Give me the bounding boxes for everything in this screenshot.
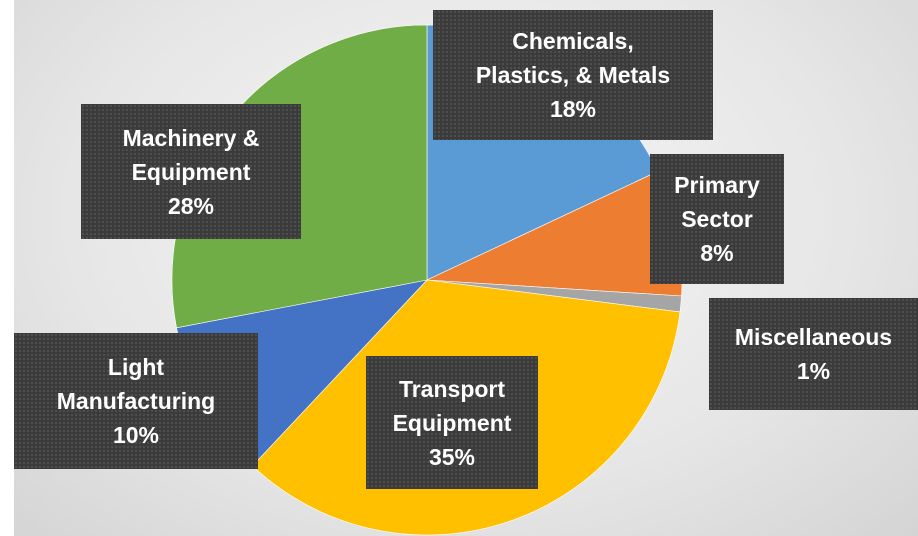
label-chemicals-pct: 18% [549, 96, 597, 122]
label-misc: Miscellaneous 1% [709, 298, 918, 410]
label-machinery-pct: 28% [167, 192, 215, 219]
label-machinery: Machinery & Equipment 28% [81, 104, 301, 239]
label-transport-line-2: Equipment [392, 409, 512, 436]
label-light-line-1: Light [107, 354, 165, 380]
label-machinery-line-2: Equipment [131, 158, 251, 185]
label-machinery-line-1: Machinery & [122, 124, 260, 151]
label-primary: Primary Sector 8% [650, 154, 784, 284]
label-light-pct: 10% [112, 422, 160, 448]
label-primary-line-2: Sector [681, 206, 753, 232]
label-chemicals-line-1: Chemicals, [512, 28, 634, 54]
label-light: Light Manufacturing 10% [14, 333, 258, 469]
label-chemicals-line-2: Plastics, & Metals [475, 62, 671, 88]
label-transport-line-1: Transport [398, 375, 506, 402]
label-transport-pct: 35% [428, 443, 476, 470]
label-misc-pct: 1% [796, 358, 831, 384]
label-light-line-2: Manufacturing [56, 388, 216, 414]
label-misc-line-1: Miscellaneous [734, 324, 893, 350]
label-transport: Transport Equipment 35% [366, 356, 538, 489]
label-primary-pct: 8% [700, 240, 734, 266]
label-chemicals: Chemicals, Plastics, & Metals 18% [433, 10, 713, 140]
page-margin [0, 0, 14, 536]
label-primary-line-1: Primary [674, 172, 760, 198]
